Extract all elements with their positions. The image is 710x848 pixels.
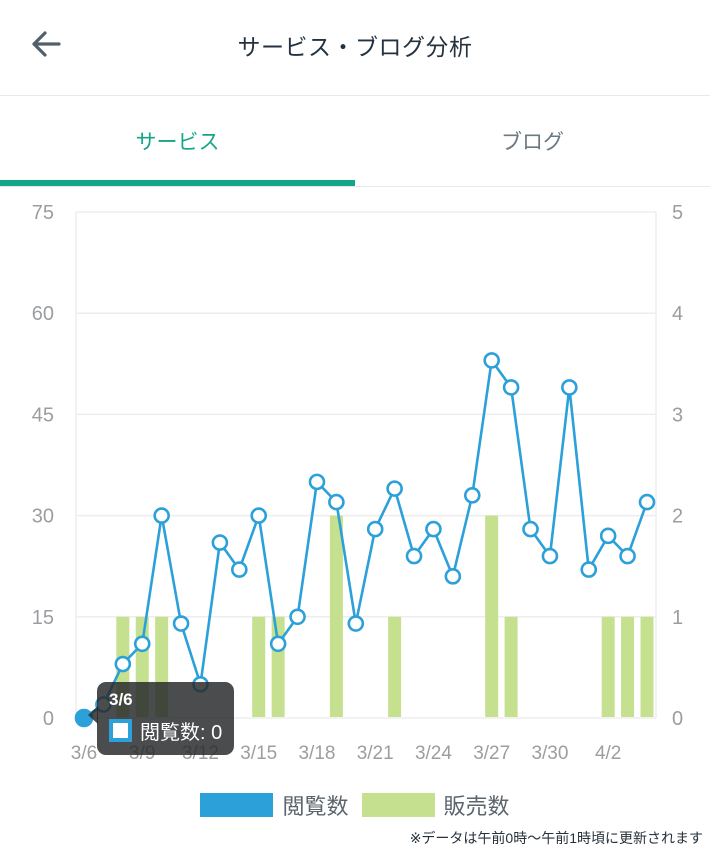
x-axis-label: 4/2 xyxy=(595,743,621,764)
back-button[interactable] xyxy=(24,22,68,66)
data-point[interactable] xyxy=(269,635,287,653)
data-point[interactable] xyxy=(502,379,520,396)
tab-service[interactable]: サービス xyxy=(0,96,355,186)
tab-blog[interactable]: ブログ xyxy=(355,96,710,186)
legend-sales-label: 販売数 xyxy=(443,794,510,819)
data-point[interactable] xyxy=(619,547,636,565)
data-point[interactable] xyxy=(366,520,384,538)
data-point[interactable] xyxy=(289,608,306,626)
data-point[interactable] xyxy=(444,568,462,585)
data-point[interactable] xyxy=(522,520,539,538)
data-point[interactable] xyxy=(153,507,170,524)
data-point[interactable] xyxy=(347,615,365,632)
page-title: サービス・ブログ分析 xyxy=(237,34,473,60)
active-tab-indicator xyxy=(0,180,355,186)
x-axis-label: 3/21 xyxy=(357,743,394,764)
y-axis-left-label: 45 xyxy=(32,404,54,426)
data-point[interactable] xyxy=(561,379,578,396)
legend-views-label: 閲覧数 xyxy=(282,794,349,819)
y-axis-right-label: 4 xyxy=(672,303,683,325)
sales-bar[interactable] xyxy=(252,616,266,717)
data-point[interactable] xyxy=(172,615,190,632)
views-line xyxy=(83,359,649,720)
sales-bar[interactable] xyxy=(271,616,285,717)
tooltip-date: 3/6 xyxy=(109,690,133,709)
x-axis-label: 3/15 xyxy=(240,743,277,764)
sales-color-swatch-icon xyxy=(361,793,435,817)
chart-area: 015304560750123453/63/93/123/153/183/213… xyxy=(0,187,710,767)
y-axis-left-label: 60 xyxy=(32,303,54,325)
data-point[interactable] xyxy=(580,561,598,578)
header: サービス・ブログ分析 xyxy=(0,0,710,96)
tab-service-label: サービス xyxy=(135,131,220,154)
data-point[interactable] xyxy=(231,561,248,578)
sales-bar[interactable] xyxy=(601,616,615,717)
data-point[interactable] xyxy=(211,534,229,551)
y-axis-right-label: 0 xyxy=(672,708,683,730)
data-point[interactable] xyxy=(599,527,617,545)
data-point[interactable] xyxy=(250,507,268,524)
data-point[interactable] xyxy=(386,480,403,497)
views-color-swatch-icon xyxy=(200,793,274,817)
chart-legend: 閲覧数 販売数 xyxy=(0,789,710,821)
x-axis-label: 3/18 xyxy=(298,743,335,764)
data-point[interactable] xyxy=(114,655,132,673)
x-axis-label: 3/27 xyxy=(473,743,510,764)
chart-tooltip: 3/6 閲覧数: 0 xyxy=(88,682,235,755)
tooltip-row: 閲覧数: 0 xyxy=(109,716,222,745)
tab-blog-label: ブログ xyxy=(501,131,564,154)
y-axis-right-label: 2 xyxy=(672,506,683,528)
x-axis-label: 3/30 xyxy=(531,743,568,764)
arrow-left-icon xyxy=(32,31,61,57)
analytics-chart[interactable]: 015304560750123453/63/93/123/153/183/213… xyxy=(0,187,710,767)
sales-bar[interactable] xyxy=(504,616,518,717)
y-axis-left-label: 15 xyxy=(32,607,54,629)
data-point[interactable] xyxy=(328,493,345,511)
legend-item-views: 閲覧数 xyxy=(200,789,349,821)
sales-bar[interactable] xyxy=(388,616,402,717)
data-point[interactable] xyxy=(425,520,442,538)
y-axis-right-label: 5 xyxy=(672,202,683,224)
data-point[interactable] xyxy=(405,547,423,565)
sales-bar[interactable] xyxy=(621,616,635,717)
y-axis-right-label: 3 xyxy=(672,404,683,426)
x-axis-label: 3/24 xyxy=(415,743,452,764)
footer-note: ※データは午前0時～午前1時頃に更新されます xyxy=(409,830,703,846)
tab-bar: サービス ブログ xyxy=(0,96,710,187)
tooltip-series-swatch-icon xyxy=(109,719,132,742)
x-axis-label: 3/6 xyxy=(71,743,97,764)
data-point[interactable] xyxy=(133,635,151,653)
data-point[interactable] xyxy=(638,493,656,511)
sales-bar[interactable] xyxy=(640,616,654,717)
y-axis-left-label: 30 xyxy=(32,506,54,528)
data-point[interactable] xyxy=(308,473,326,491)
y-axis-left-label: 75 xyxy=(32,202,54,224)
legend-item-sales: 販売数 xyxy=(361,789,510,821)
data-point[interactable] xyxy=(483,352,500,369)
sales-bar[interactable] xyxy=(329,515,343,717)
y-axis-right-label: 1 xyxy=(672,607,683,629)
sales-bar[interactable] xyxy=(485,515,499,717)
tooltip-caret-icon xyxy=(88,706,98,724)
data-point[interactable] xyxy=(541,547,559,565)
y-axis-left-label: 0 xyxy=(43,708,54,730)
data-point[interactable] xyxy=(463,487,481,504)
tooltip-value: 閲覧数: 0 xyxy=(140,722,223,744)
